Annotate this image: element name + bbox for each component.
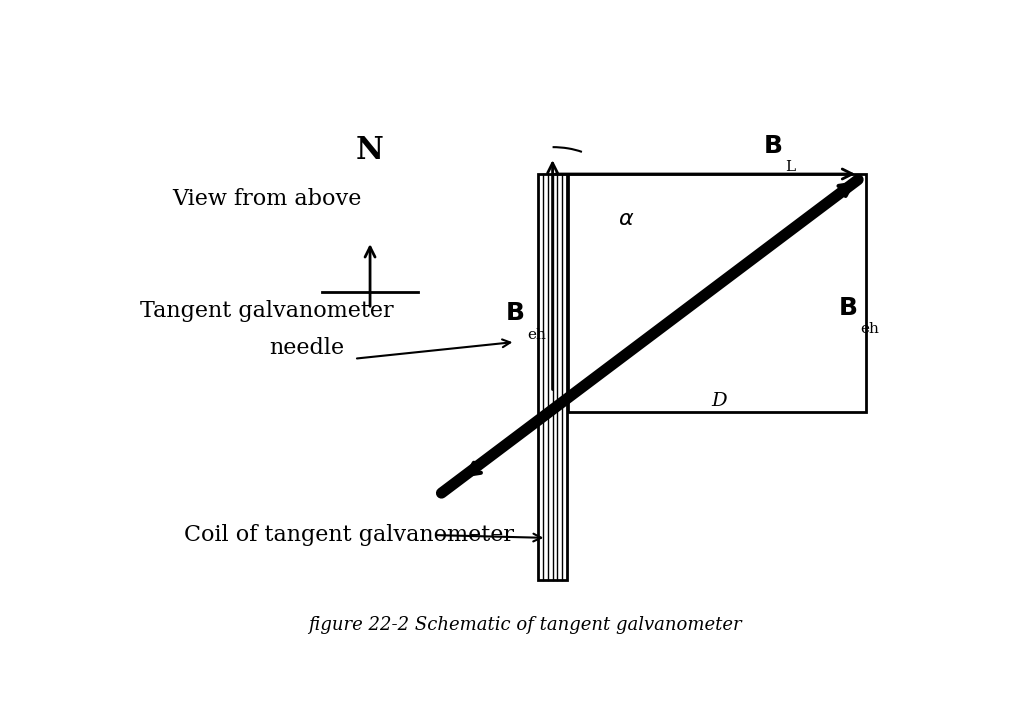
Text: N: N — [356, 134, 384, 166]
Text: needle: needle — [269, 337, 344, 358]
Text: Coil of tangent galvanometer: Coil of tangent galvanometer — [183, 524, 514, 546]
Text: $\alpha$: $\alpha$ — [618, 208, 635, 230]
Text: $\mathbf{B}$: $\mathbf{B}$ — [839, 297, 857, 320]
Text: eh: eh — [527, 328, 546, 342]
Text: $\mathbf{B}$: $\mathbf{B}$ — [763, 134, 782, 158]
Text: eh: eh — [860, 322, 880, 337]
Text: $\mathbf{B}$: $\mathbf{B}$ — [505, 302, 524, 326]
Bar — [539, 174, 567, 580]
Text: D: D — [712, 392, 727, 410]
Text: Tangent galvanometer: Tangent galvanometer — [140, 300, 393, 322]
Bar — [567, 174, 866, 412]
Text: L: L — [785, 160, 796, 174]
Text: View from above: View from above — [172, 188, 361, 210]
Text: figure 22-2 Schematic of tangent galvanometer: figure 22-2 Schematic of tangent galvano… — [308, 616, 741, 634]
